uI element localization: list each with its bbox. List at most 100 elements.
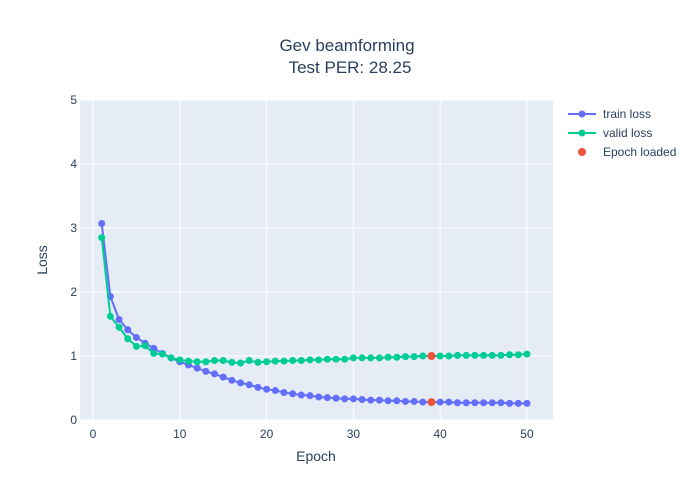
- data-point-valid-loss[interactable]: [480, 351, 488, 359]
- data-point-train-loss[interactable]: [419, 398, 427, 406]
- data-point-train-loss[interactable]: [454, 399, 462, 407]
- chart-subtitle: Test PER: 28.25: [289, 58, 412, 77]
- data-point-valid-loss[interactable]: [297, 356, 305, 364]
- data-point-train-loss[interactable]: [289, 390, 297, 398]
- data-point-valid-loss[interactable]: [471, 351, 479, 359]
- data-point-valid-loss[interactable]: [462, 351, 470, 359]
- data-point-train-loss[interactable]: [506, 399, 514, 407]
- data-point-train-loss[interactable]: [280, 388, 288, 396]
- data-point-train-loss[interactable]: [410, 397, 418, 405]
- data-point-train-loss[interactable]: [393, 397, 401, 405]
- data-point-valid-loss[interactable]: [193, 358, 201, 366]
- data-point-valid-loss[interactable]: [124, 335, 132, 343]
- data-point-valid-loss[interactable]: [367, 354, 375, 362]
- data-point-train-loss[interactable]: [462, 399, 470, 407]
- data-point-valid-loss[interactable]: [280, 357, 288, 365]
- data-point-train-loss[interactable]: [480, 399, 488, 407]
- data-point-train-loss[interactable]: [211, 370, 219, 378]
- data-point-valid-loss[interactable]: [349, 354, 357, 362]
- y-tick-label: 0: [70, 413, 77, 427]
- data-point-valid-loss[interactable]: [150, 349, 158, 357]
- data-point-epoch-loaded[interactable]: [427, 398, 436, 407]
- data-point-valid-loss[interactable]: [98, 234, 106, 242]
- legend-item-valid-loss[interactable]: valid loss: [568, 126, 652, 140]
- data-point-valid-loss[interactable]: [254, 358, 262, 366]
- data-point-valid-loss[interactable]: [506, 351, 514, 359]
- data-point-valid-loss[interactable]: [315, 356, 323, 364]
- data-point-train-loss[interactable]: [132, 333, 140, 341]
- data-point-train-loss[interactable]: [358, 396, 366, 404]
- data-point-train-loss[interactable]: [332, 394, 340, 402]
- legend-item-train-loss[interactable]: train loss: [568, 107, 651, 121]
- data-point-train-loss[interactable]: [315, 393, 323, 401]
- data-point-valid-loss[interactable]: [211, 356, 219, 364]
- data-point-train-loss[interactable]: [471, 399, 479, 407]
- data-point-valid-loss[interactable]: [332, 355, 340, 363]
- data-point-valid-loss[interactable]: [184, 357, 192, 365]
- data-point-train-loss[interactable]: [150, 344, 158, 352]
- data-point-train-loss[interactable]: [271, 387, 279, 395]
- data-point-train-loss[interactable]: [445, 398, 453, 406]
- data-point-train-loss[interactable]: [254, 383, 262, 391]
- data-point-train-loss[interactable]: [488, 399, 496, 407]
- data-point-train-loss[interactable]: [202, 367, 210, 375]
- data-point-valid-loss[interactable]: [445, 352, 453, 360]
- data-point-valid-loss[interactable]: [271, 357, 279, 365]
- data-point-valid-loss[interactable]: [341, 355, 349, 363]
- data-point-valid-loss[interactable]: [436, 352, 444, 360]
- data-point-valid-loss[interactable]: [202, 358, 210, 366]
- data-point-train-loss[interactable]: [341, 395, 349, 403]
- data-point-train-loss[interactable]: [245, 381, 253, 389]
- data-point-train-loss[interactable]: [237, 379, 245, 387]
- data-point-valid-loss[interactable]: [384, 353, 392, 361]
- data-point-train-loss[interactable]: [115, 316, 123, 324]
- data-point-valid-loss[interactable]: [228, 358, 236, 366]
- data-point-train-loss[interactable]: [384, 397, 392, 405]
- data-point-valid-loss[interactable]: [401, 353, 409, 361]
- data-point-valid-loss[interactable]: [141, 342, 149, 350]
- data-point-train-loss[interactable]: [401, 397, 409, 405]
- data-point-valid-loss[interactable]: [306, 356, 314, 364]
- data-point-epoch-loaded[interactable]: [427, 352, 436, 360]
- data-point-train-loss[interactable]: [436, 398, 444, 406]
- data-point-train-loss[interactable]: [375, 396, 383, 404]
- data-point-valid-loss[interactable]: [410, 353, 418, 361]
- data-point-valid-loss[interactable]: [115, 323, 123, 331]
- data-point-train-loss[interactable]: [228, 376, 236, 384]
- data-point-valid-loss[interactable]: [514, 351, 522, 359]
- data-point-train-loss[interactable]: [193, 364, 201, 372]
- data-point-train-loss[interactable]: [523, 399, 531, 407]
- data-point-train-loss[interactable]: [367, 396, 375, 404]
- data-point-valid-loss[interactable]: [158, 350, 166, 358]
- data-point-train-loss[interactable]: [306, 392, 314, 400]
- data-point-train-loss[interactable]: [323, 394, 331, 402]
- data-point-valid-loss[interactable]: [245, 356, 253, 364]
- data-point-valid-loss[interactable]: [523, 350, 531, 358]
- data-point-valid-loss[interactable]: [237, 359, 245, 367]
- data-point-valid-loss[interactable]: [323, 355, 331, 363]
- data-point-valid-loss[interactable]: [454, 351, 462, 359]
- data-point-valid-loss[interactable]: [497, 351, 505, 359]
- data-point-valid-loss[interactable]: [375, 354, 383, 362]
- data-point-valid-loss[interactable]: [488, 351, 496, 359]
- data-point-train-loss[interactable]: [514, 399, 522, 407]
- data-point-train-loss[interactable]: [98, 220, 106, 228]
- data-point-valid-loss[interactable]: [132, 342, 140, 350]
- data-point-valid-loss[interactable]: [419, 352, 427, 360]
- data-point-valid-loss[interactable]: [176, 356, 184, 364]
- data-point-train-loss[interactable]: [349, 395, 357, 403]
- data-point-valid-loss[interactable]: [167, 354, 175, 362]
- data-point-valid-loss[interactable]: [289, 356, 297, 364]
- legend-item-epoch-loaded[interactable]: Epoch loaded: [578, 145, 676, 159]
- data-point-valid-loss[interactable]: [358, 354, 366, 362]
- data-point-train-loss[interactable]: [124, 326, 132, 334]
- data-point-train-loss[interactable]: [263, 385, 271, 393]
- y-tick-label: 5: [70, 93, 77, 107]
- data-point-valid-loss[interactable]: [106, 312, 114, 320]
- data-point-train-loss[interactable]: [297, 391, 305, 399]
- data-point-valid-loss[interactable]: [393, 353, 401, 361]
- data-point-train-loss[interactable]: [219, 373, 227, 381]
- data-point-train-loss[interactable]: [497, 399, 505, 407]
- data-point-valid-loss[interactable]: [263, 358, 271, 366]
- data-point-valid-loss[interactable]: [219, 356, 227, 364]
